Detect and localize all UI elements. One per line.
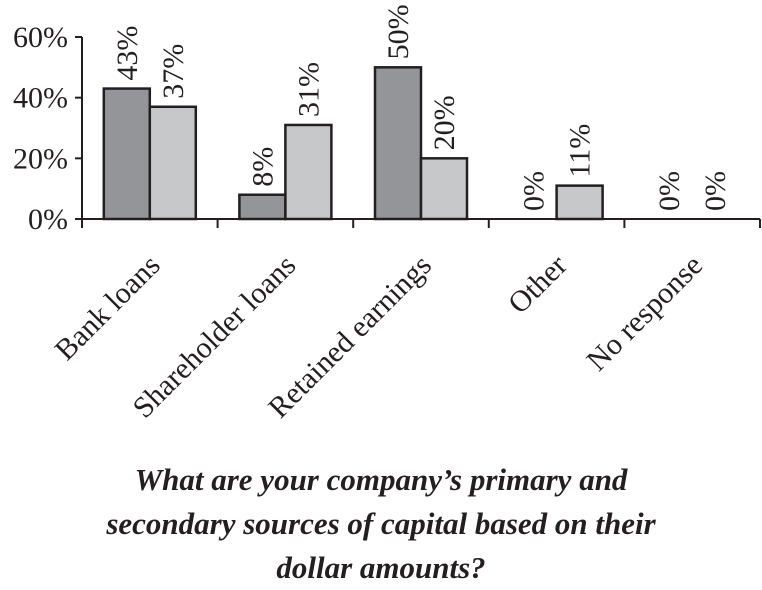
y-axis: 0% 20% 40% 60% xyxy=(13,21,83,236)
data-label: 0% xyxy=(699,171,732,211)
caption-line-3: dollar amounts? xyxy=(276,550,486,585)
data-label: 31% xyxy=(292,62,325,117)
bar xyxy=(419,157,469,221)
bar xyxy=(102,87,152,221)
data-label: 20% xyxy=(428,95,461,150)
bar xyxy=(555,184,604,221)
data-label: 0% xyxy=(653,171,686,211)
bar-labels: 43% 37% 8% 31% 50% 20% 0% 11% 0% 0% xyxy=(111,4,732,211)
y-tick-label: 20% xyxy=(13,142,68,175)
chart-caption: What are your company’s primary and seco… xyxy=(0,458,762,590)
x-category-label: Other xyxy=(502,249,574,321)
bar xyxy=(373,66,423,221)
data-label: 0% xyxy=(518,171,551,211)
data-label: 43% xyxy=(111,26,144,81)
data-label: 50% xyxy=(382,4,415,59)
y-tick-label: 0% xyxy=(28,203,68,236)
y-tick-label: 60% xyxy=(13,21,68,54)
bars xyxy=(102,66,604,221)
data-label: 37% xyxy=(157,44,190,99)
caption-line-2: secondary sources of capital based on th… xyxy=(106,506,656,541)
bar xyxy=(148,105,198,221)
y-tick-label: 40% xyxy=(13,82,68,115)
data-label: 8% xyxy=(246,147,279,187)
bar-chart: 0% 20% 40% 60% 43% 37% 8% 31% 50% 20% 0% 11% 0% 0% B… xyxy=(13,4,761,425)
bar xyxy=(284,123,333,221)
bar xyxy=(238,193,287,221)
x-category-label: No response xyxy=(580,249,709,378)
data-label: 11% xyxy=(564,124,597,178)
x-category-label: Bank loans xyxy=(49,249,167,367)
caption-line-1: What are your company’s primary and xyxy=(134,462,628,497)
x-axis xyxy=(81,218,761,228)
